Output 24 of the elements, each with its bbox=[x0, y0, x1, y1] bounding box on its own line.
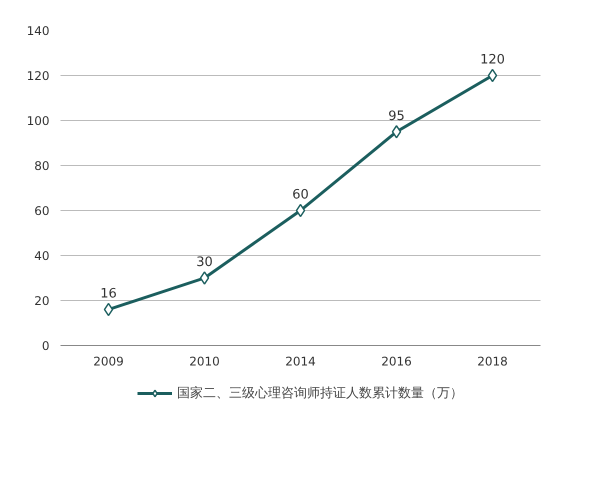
y-tick-label: 0 bbox=[42, 339, 50, 353]
data-label: 16 bbox=[100, 286, 117, 302]
y-tick-label: 120 bbox=[26, 69, 50, 83]
point bbox=[488, 68, 498, 82]
point bbox=[296, 204, 306, 218]
point bbox=[104, 302, 114, 316]
point bbox=[200, 271, 210, 285]
data-label: 30 bbox=[196, 255, 213, 270]
x-tick-label: 2018 bbox=[477, 354, 508, 368]
legend-label: 国家二、三级心理咨询师持证人数累计数量（万） bbox=[177, 385, 463, 402]
data-label: 120 bbox=[480, 52, 505, 68]
y-tick-label: 20 bbox=[34, 294, 50, 308]
x-tick-label: 2009 bbox=[93, 354, 124, 368]
y-tick-label: 100 bbox=[26, 114, 50, 128]
y-tick-label: 80 bbox=[34, 159, 50, 173]
x-tick-label: 2010 bbox=[189, 354, 220, 368]
point bbox=[392, 125, 402, 138]
y-tick-label: 140 bbox=[26, 24, 50, 38]
y-tick-label: 60 bbox=[34, 204, 50, 218]
y-tick-label: 40 bbox=[34, 249, 50, 263]
data-label: 95 bbox=[388, 108, 405, 124]
data-label: 60 bbox=[292, 188, 309, 202]
x-tick-label: 2014 bbox=[285, 354, 316, 368]
x-tick-label: 2016 bbox=[381, 354, 412, 368]
